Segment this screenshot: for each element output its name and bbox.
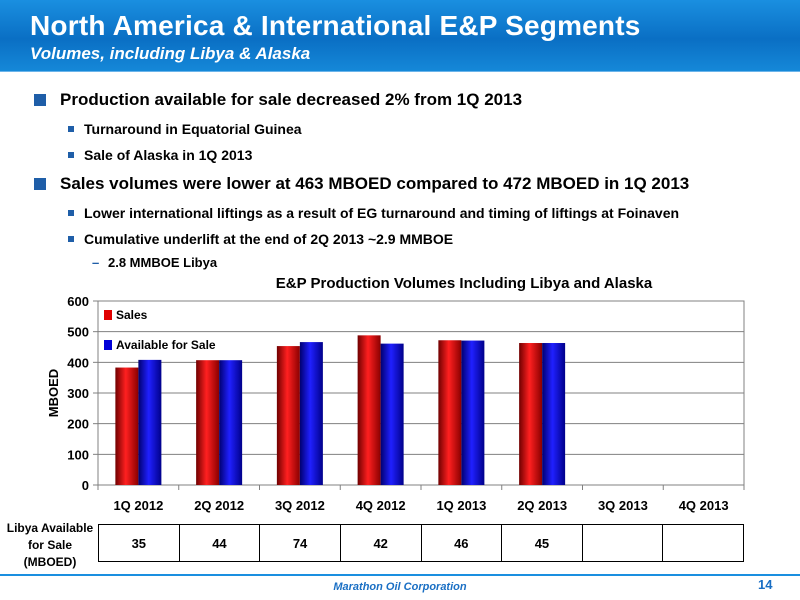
- bullet-item: Turnaround in Equatorial Guinea: [34, 118, 774, 144]
- square-bullet-icon: [68, 210, 74, 216]
- available-for-sale-bar: [219, 360, 243, 485]
- sales-bar: [519, 343, 543, 485]
- legend-label: Sales: [116, 308, 148, 322]
- square-bullet-icon: [34, 94, 46, 106]
- available-for-sale-bar: [380, 343, 404, 485]
- table-row: 35 44 74 42 46 45: [98, 524, 744, 562]
- page-number: 14: [758, 577, 773, 592]
- bullet-item: –2.8 MMBOE Libya: [34, 254, 774, 274]
- sales-bar: [115, 367, 139, 485]
- libya-cell: 35: [98, 524, 180, 562]
- bullet-text: Production available for sale decreased …: [60, 90, 523, 109]
- x-tick-label: 2Q 2012: [194, 498, 244, 513]
- bullet-text: Sales volumes were lower at 463 MBOED co…: [60, 174, 690, 193]
- y-tick-label: 600: [67, 294, 89, 309]
- page-subtitle: Volumes, including Libya & Alaska: [30, 44, 311, 63]
- production-bar-chart: E&P Production Volumes Including Libya a…: [46, 275, 745, 513]
- x-tick-label: 4Q 2013: [679, 498, 729, 513]
- bullet-text: 2.8 MMBOE Libya: [108, 255, 218, 270]
- bullet-item: Cumulative underlift at the end of 2Q 20…: [34, 228, 774, 254]
- x-tick-label: 1Q 2012: [113, 498, 163, 513]
- y-tick-label: 200: [67, 417, 89, 432]
- dash-bullet-icon: –: [92, 255, 100, 270]
- legend-swatch-sales: [104, 310, 112, 320]
- square-bullet-icon: [68, 126, 74, 132]
- legend-swatch-available: [104, 340, 112, 350]
- sales-bar: [276, 346, 300, 485]
- y-tick-label: 400: [67, 355, 89, 370]
- square-bullet-icon: [68, 152, 74, 158]
- y-axis-label: MBOED: [46, 369, 61, 417]
- libya-cell: [581, 524, 664, 562]
- header-banner: North America & International E&P Segmen…: [0, 0, 800, 72]
- libya-cell: 44: [178, 524, 261, 562]
- available-for-sale-bar: [299, 342, 323, 485]
- bullet-item: Lower international liftings as a result…: [34, 202, 774, 228]
- available-for-sale-bar: [542, 343, 566, 485]
- sales-bar: [196, 360, 220, 485]
- x-tick-label: 2Q 2013: [517, 498, 567, 513]
- libya-row-label: Libya Available for Sale (MBOED): [6, 521, 94, 569]
- bullet-item: Production available for sale decreased …: [34, 86, 774, 118]
- page-title: North America & International E&P Segmen…: [30, 10, 641, 41]
- x-tick-label: 3Q 2013: [598, 498, 648, 513]
- y-tick-label: 100: [67, 447, 89, 462]
- available-for-sale-bar: [138, 359, 162, 485]
- square-bullet-icon: [34, 178, 46, 190]
- sales-bar: [357, 335, 381, 485]
- available-for-sale-bar: [461, 340, 485, 485]
- x-tick-label: 1Q 2013: [436, 498, 486, 513]
- bullet-text: Turnaround in Equatorial Guinea: [84, 121, 302, 137]
- footer-divider: [0, 574, 800, 576]
- chart-title: E&P Production Volumes Including Libya a…: [276, 275, 653, 292]
- libya-cell: 74: [259, 524, 341, 562]
- x-tick-label: 3Q 2012: [275, 498, 325, 513]
- bullet-item: Sales volumes were lower at 463 MBOED co…: [34, 170, 774, 202]
- footer-company: Marathon Oil Corporation: [333, 581, 467, 593]
- libya-cell: 46: [420, 524, 503, 562]
- bullet-text: Lower international liftings as a result…: [84, 205, 680, 221]
- y-tick-label: 300: [67, 386, 89, 401]
- y-tick-label: 0: [82, 478, 89, 493]
- bullet-item: Sale of Alaska in 1Q 2013: [34, 144, 774, 170]
- square-bullet-icon: [68, 236, 74, 242]
- legend-label: Available for Sale: [116, 338, 216, 352]
- libya-cell: 45: [501, 524, 583, 562]
- sales-bar: [438, 340, 462, 485]
- libya-cell: 42: [339, 524, 422, 562]
- bullet-text: Sale of Alaska in 1Q 2013: [84, 147, 253, 163]
- libya-cell: [662, 524, 744, 562]
- bullet-text: Cumulative underlift at the end of 2Q 20…: [84, 231, 454, 247]
- libya-table: 35 44 74 42 46 45: [98, 524, 744, 562]
- x-tick-label: 4Q 2012: [356, 498, 406, 513]
- y-tick-label: 500: [67, 325, 89, 340]
- bullet-list: Production available for sale decreased …: [34, 86, 774, 274]
